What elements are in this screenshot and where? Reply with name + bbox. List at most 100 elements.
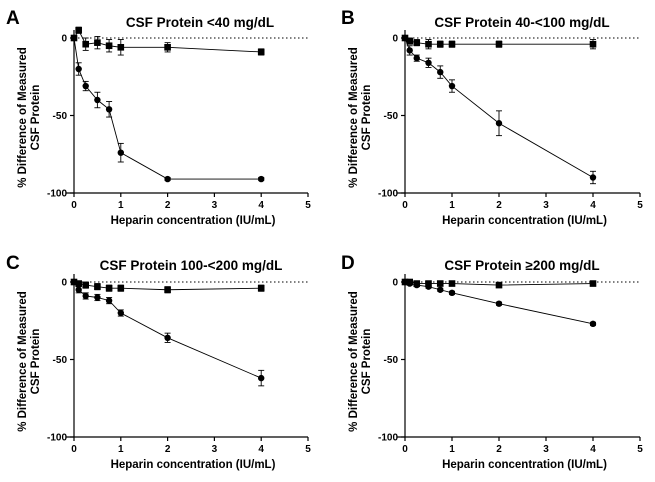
x-tick-label: 2 bbox=[165, 444, 171, 455]
y-tick-label: 0 bbox=[392, 34, 398, 45]
x-axis-label: Heparin concentration (IU/mL) bbox=[442, 215, 607, 227]
data-point-circle bbox=[82, 82, 89, 90]
panel-d: D CSF Protein ≥200 mg/dL 0 1 2 3 4 5 0 -50 -100 Hep… bbox=[341, 253, 643, 471]
x-tick-label: 3 bbox=[212, 200, 218, 211]
data-point-circle bbox=[75, 286, 82, 293]
x-tick-label: 1 bbox=[449, 200, 455, 211]
data-point-circle bbox=[94, 96, 101, 104]
y-tick-label: -100 bbox=[47, 189, 67, 200]
x-tick-label: 0 bbox=[402, 200, 408, 211]
data-point-circle bbox=[401, 34, 409, 42]
y-tick-label: -50 bbox=[53, 355, 68, 366]
chart-title: CSF Protein 100-<200 mg/dL bbox=[100, 258, 283, 273]
data-point-square bbox=[164, 44, 171, 51]
series-line bbox=[404, 37, 594, 178]
x-tick-label: 4 bbox=[590, 200, 596, 211]
data-point-circle bbox=[495, 120, 503, 127]
series-line bbox=[73, 281, 262, 379]
panel-b: B CSF Protein 40-<100 mg/dL 0 1 2 3 4 5 0 -50 -100… bbox=[341, 8, 643, 227]
data-point-circle bbox=[437, 286, 444, 293]
data-point-square bbox=[75, 280, 82, 287]
y-axis-label: % Difference of Measured bbox=[17, 291, 29, 432]
data-point-square bbox=[94, 39, 101, 46]
x-tick-label: 3 bbox=[212, 444, 218, 455]
data-point-square bbox=[448, 280, 456, 287]
data-point-circle bbox=[406, 47, 413, 54]
panel-letter: D bbox=[341, 253, 355, 274]
data-point-circle bbox=[258, 374, 265, 382]
data-point-circle bbox=[448, 82, 456, 90]
data-point-square bbox=[75, 26, 82, 34]
data-point-square bbox=[589, 280, 597, 287]
y-axis-label: % Difference of Measured bbox=[17, 47, 29, 188]
y-tick-label: 0 bbox=[392, 278, 398, 289]
data-point-circle bbox=[105, 297, 113, 304]
x-tick-label: 4 bbox=[258, 200, 264, 211]
data-point-circle bbox=[413, 281, 420, 289]
data-point-circle bbox=[164, 175, 171, 183]
y-tick-label: -100 bbox=[47, 433, 67, 444]
y-axis-label: CSF Protein bbox=[361, 329, 373, 395]
y-axis-label: CSF Protein bbox=[30, 85, 42, 151]
data-point-square bbox=[94, 283, 101, 290]
x-tick-label: 0 bbox=[71, 444, 77, 455]
data-point-circle bbox=[117, 149, 125, 156]
x-tick-label: 5 bbox=[305, 200, 311, 211]
data-point-square bbox=[105, 284, 113, 292]
data-point-square bbox=[82, 40, 89, 48]
data-point-circle bbox=[82, 292, 89, 300]
data-point-circle bbox=[437, 68, 444, 76]
data-point-circle bbox=[589, 174, 597, 181]
data-point-square bbox=[406, 37, 413, 45]
data-point-circle bbox=[448, 289, 456, 297]
data-point-square bbox=[589, 40, 597, 48]
chart-title: CSF Protein <40 mg/dL bbox=[126, 15, 274, 30]
data-point-square bbox=[117, 44, 125, 51]
series-circle bbox=[401, 34, 597, 185]
data-point-circle bbox=[117, 309, 125, 317]
x-tick-label: 4 bbox=[590, 444, 596, 455]
x-tick-label: 0 bbox=[402, 444, 408, 455]
data-point-square bbox=[105, 42, 113, 50]
series-circle bbox=[401, 278, 597, 328]
data-point-circle bbox=[413, 54, 420, 62]
y-tick-label: 0 bbox=[61, 278, 67, 289]
series-square bbox=[401, 34, 597, 50]
chart-title: CSF Protein ≥200 mg/dL bbox=[444, 258, 599, 273]
y-axis-label: CSF Protein bbox=[361, 85, 373, 151]
x-tick-label: 3 bbox=[543, 200, 549, 211]
data-point-circle bbox=[75, 65, 82, 73]
data-point-square bbox=[413, 39, 421, 46]
data-point-circle bbox=[425, 59, 432, 66]
data-point-circle bbox=[70, 278, 78, 286]
data-point-circle bbox=[495, 300, 503, 307]
x-axis-label: Heparin concentration (IU/mL) bbox=[111, 215, 276, 227]
y-axis-label: CSF Protein bbox=[30, 329, 42, 395]
x-tick-label: 4 bbox=[258, 444, 264, 455]
x-tick-label: 5 bbox=[305, 444, 311, 455]
panel-letter: B bbox=[341, 8, 355, 29]
data-point-square bbox=[436, 40, 444, 48]
x-tick-label: 0 bbox=[71, 200, 77, 211]
x-tick-label: 5 bbox=[637, 444, 643, 455]
x-tick-label: 2 bbox=[496, 444, 502, 455]
data-point-circle bbox=[164, 334, 171, 341]
data-point-circle bbox=[70, 34, 78, 42]
data-point-circle bbox=[258, 175, 265, 183]
y-tick-label: -100 bbox=[378, 189, 398, 200]
data-point-circle bbox=[425, 283, 432, 290]
data-point-square bbox=[448, 40, 456, 48]
x-tick-label: 2 bbox=[496, 200, 502, 211]
x-tick-label: 5 bbox=[637, 200, 643, 211]
series-circle bbox=[70, 278, 265, 387]
panel-c: C CSF Protein 100-<200 mg/dL 0 1 2 3 4 5 0 -50 -10… bbox=[6, 253, 311, 471]
data-point-square bbox=[257, 48, 265, 56]
data-point-square bbox=[436, 280, 444, 287]
x-tick-label: 1 bbox=[449, 444, 455, 455]
data-point-square bbox=[117, 284, 125, 292]
x-axis-label: Heparin concentration (IU/mL) bbox=[442, 459, 607, 471]
data-point-square bbox=[495, 281, 503, 289]
data-point-square bbox=[164, 286, 171, 294]
x-tick-label: 3 bbox=[543, 444, 549, 455]
panel-a: A CSF Protein <40 mg/dL 0 1 2 3 4 5 0 -50 -100 Hepa… bbox=[6, 8, 311, 227]
